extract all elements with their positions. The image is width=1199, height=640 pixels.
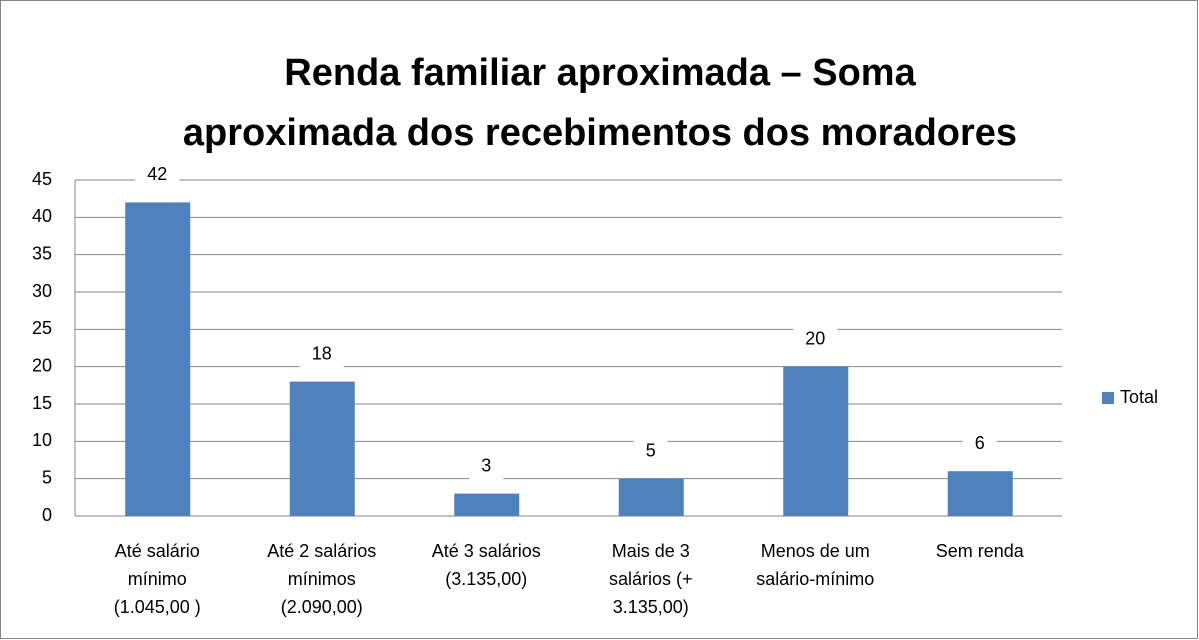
bar bbox=[454, 493, 520, 516]
x-tick-label: Mais de 3 salários (+ 3.135,00) bbox=[609, 541, 693, 617]
x-tick-label: Até 2 salários mínimos (2.090,00) bbox=[267, 541, 376, 617]
y-tick-label: 15 bbox=[32, 393, 52, 413]
y-tick-label: 45 bbox=[32, 169, 52, 189]
data-label: 5 bbox=[646, 440, 656, 460]
bar bbox=[947, 471, 1013, 516]
data-label-bg bbox=[469, 453, 504, 480]
legend-swatch bbox=[1102, 392, 1114, 404]
data-label: 18 bbox=[312, 343, 332, 363]
x-tick-label: Menos de um salário-mínimo bbox=[756, 541, 874, 589]
y-tick-label: 25 bbox=[32, 318, 52, 338]
data-label: 3 bbox=[481, 455, 491, 475]
x-tick-label: Até salário mínimo (1.045,00 ) bbox=[114, 541, 201, 617]
y-tick-label: 5 bbox=[42, 467, 52, 487]
data-label: 6 bbox=[975, 433, 985, 453]
data-label-bg bbox=[793, 326, 838, 353]
legend-label: Total bbox=[1120, 387, 1158, 407]
chart-title: Renda familiar aproximada – Soma aproxima… bbox=[183, 52, 1017, 154]
y-tick-label: 30 bbox=[32, 281, 52, 301]
bar bbox=[783, 366, 849, 516]
y-tick-label: 10 bbox=[32, 430, 52, 450]
data-label: 20 bbox=[805, 328, 825, 348]
data-label-bg bbox=[633, 438, 668, 465]
y-tick-label: 0 bbox=[42, 505, 52, 525]
bar bbox=[125, 202, 191, 516]
y-tick-label: 35 bbox=[32, 243, 52, 263]
y-tick-label: 40 bbox=[32, 206, 52, 226]
data-label-bg bbox=[135, 162, 180, 189]
bar bbox=[289, 381, 355, 516]
data-label-bg bbox=[962, 431, 997, 458]
x-tick-label: Até 3 salários (3.135,00) bbox=[432, 541, 541, 589]
data-label: 42 bbox=[147, 164, 167, 184]
bar bbox=[618, 478, 684, 516]
x-tick-label: Sem renda bbox=[936, 541, 1025, 561]
y-tick-label: 20 bbox=[32, 355, 52, 375]
data-label-bg bbox=[299, 341, 344, 368]
